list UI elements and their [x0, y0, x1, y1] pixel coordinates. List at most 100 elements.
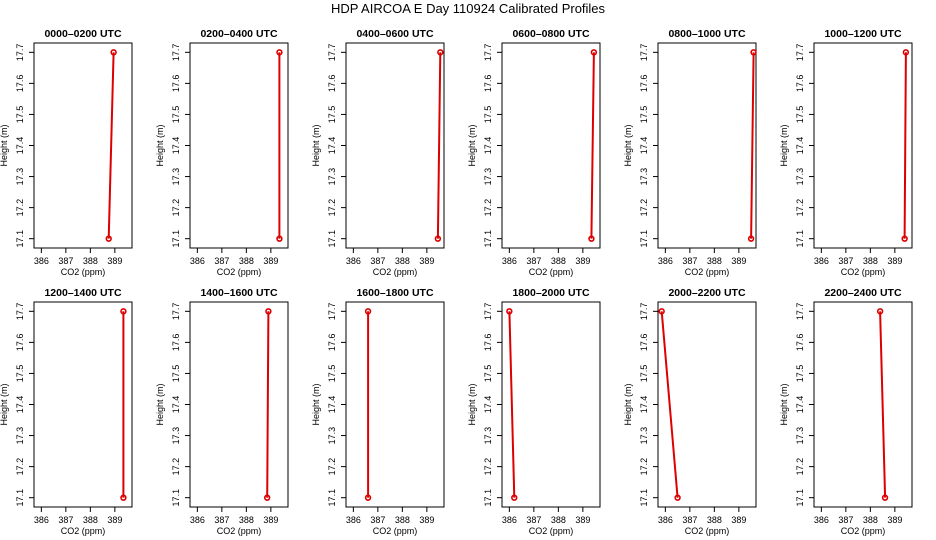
y-axis-label: Height (m) [155, 383, 165, 425]
y-tick-label: 17.6 [795, 334, 805, 352]
panel-title: 1800–2000 UTC [512, 287, 589, 299]
profile-point [265, 308, 272, 315]
x-axis: 386 387 388 389 [34, 507, 122, 525]
y-tick-label: 17.6 [483, 75, 493, 93]
y-tick-label: 17.7 [483, 303, 493, 321]
x-axis-label: CO2 (ppm) [217, 267, 262, 277]
panel-title: 0400–0600 UTC [356, 28, 433, 40]
y-tick-label: 17.7 [639, 303, 649, 321]
x-tick-label: 387 [214, 256, 229, 266]
y-axis: 17.1 17.2 17.3 17.4 17.5 17.6 17.7 [639, 303, 658, 507]
y-tick-label: 17.1 [15, 489, 25, 507]
profile-series [364, 308, 372, 501]
y-axis-label: Height (m) [0, 124, 9, 166]
profile-line [436, 52, 442, 239]
plot-frame [501, 301, 601, 508]
profile-line [107, 52, 115, 239]
y-tick-label: 17.7 [795, 303, 805, 321]
profile-series [588, 49, 598, 242]
panel-title: 0000–0200 UTC [44, 28, 121, 40]
x-axis: 386 387 388 389 [814, 507, 902, 525]
x-axis: 386 387 388 389 [190, 248, 278, 266]
y-axis-label: Height (m) [779, 124, 789, 166]
y-tick-label: 17.5 [327, 106, 337, 124]
plot-frame [33, 301, 133, 508]
y-tick-label: 17.6 [639, 334, 649, 352]
plot-frame [813, 42, 913, 249]
y-tick-label: 17.6 [15, 334, 25, 352]
y-axis: 17.1 17.2 17.3 17.4 17.5 17.6 17.7 [795, 44, 814, 247]
y-tick-label: 17.3 [327, 168, 337, 186]
x-tick-label: 386 [34, 256, 49, 266]
y-tick-label: 17.2 [483, 199, 493, 217]
y-axis-label: Height (m) [155, 124, 165, 166]
x-tick-label: 386 [502, 515, 517, 525]
profile-series [658, 308, 681, 501]
y-tick-label: 17.7 [171, 44, 181, 62]
profile-line [590, 52, 595, 239]
x-tick-label: 386 [814, 256, 829, 266]
plot-frame [189, 42, 289, 249]
x-axis-label: CO2 (ppm) [841, 526, 886, 536]
y-tick-label: 17.5 [795, 365, 805, 383]
x-tick-label: 388 [551, 515, 566, 525]
y-tick-label: 17.5 [327, 365, 337, 383]
panel-title: 1400–1600 UTC [200, 287, 277, 299]
y-axis: 17.1 17.2 17.3 17.4 17.5 17.6 17.7 [795, 303, 814, 506]
x-tick-label: 387 [526, 515, 541, 525]
plot-frame [657, 42, 757, 249]
x-tick-label: 388 [863, 256, 878, 266]
plot-frame [33, 42, 133, 249]
y-tick-label: 17.5 [795, 106, 805, 124]
y-tick-label: 17.5 [171, 106, 181, 124]
y-tick-label: 17.4 [171, 137, 181, 155]
profile-series [506, 308, 518, 501]
x-tick-label: 386 [658, 515, 673, 525]
profile-series [120, 308, 127, 501]
y-tick-label: 17.1 [639, 489, 649, 507]
y-axis-label: Height (m) [0, 383, 9, 425]
profile-series [434, 49, 444, 242]
y-tick-label: 17.3 [639, 427, 649, 445]
plot-frame [657, 301, 757, 508]
x-tick-label: 387 [526, 256, 541, 266]
profile-point [747, 235, 755, 242]
x-tick-label: 389 [575, 256, 590, 266]
y-axis: 17.1 17.2 17.3 17.4 17.5 17.6 17.7 [483, 44, 502, 247]
panel-title: 2200–2400 UTC [824, 287, 901, 299]
y-tick-label: 17.2 [15, 458, 25, 476]
profile-series [105, 49, 117, 242]
y-axis-label: Height (m) [779, 383, 789, 425]
x-tick-label: 388 [239, 256, 254, 266]
y-axis-label: Height (m) [467, 383, 477, 425]
profile-point [902, 49, 910, 56]
y-tick-label: 17.7 [639, 44, 649, 62]
y-tick-label: 17.3 [483, 168, 493, 186]
x-tick-label: 389 [731, 515, 746, 525]
y-tick-label: 17.2 [15, 199, 25, 217]
y-tick-label: 17.5 [15, 106, 25, 124]
y-tick-label: 17.2 [483, 458, 493, 476]
profile-point [901, 235, 908, 242]
x-tick-label: 387 [838, 515, 853, 525]
y-tick-label: 17.6 [327, 75, 337, 93]
y-tick-label: 17.1 [171, 489, 181, 507]
profile-line [750, 52, 755, 239]
y-axis-label: Height (m) [623, 124, 633, 166]
profile-point [364, 308, 372, 315]
x-axis-label: CO2 (ppm) [685, 526, 730, 536]
y-tick-label: 17.7 [15, 44, 25, 62]
profile-point [588, 235, 595, 242]
profile-point [590, 49, 598, 56]
x-tick-label: 387 [838, 256, 853, 266]
x-tick-label: 389 [731, 256, 746, 266]
y-tick-label: 17.6 [795, 75, 805, 93]
x-tick-label: 389 [263, 515, 278, 525]
y-tick-label: 17.7 [15, 303, 25, 321]
x-axis: 386 387 388 389 [34, 248, 122, 266]
x-axis-label: CO2 (ppm) [373, 267, 418, 277]
